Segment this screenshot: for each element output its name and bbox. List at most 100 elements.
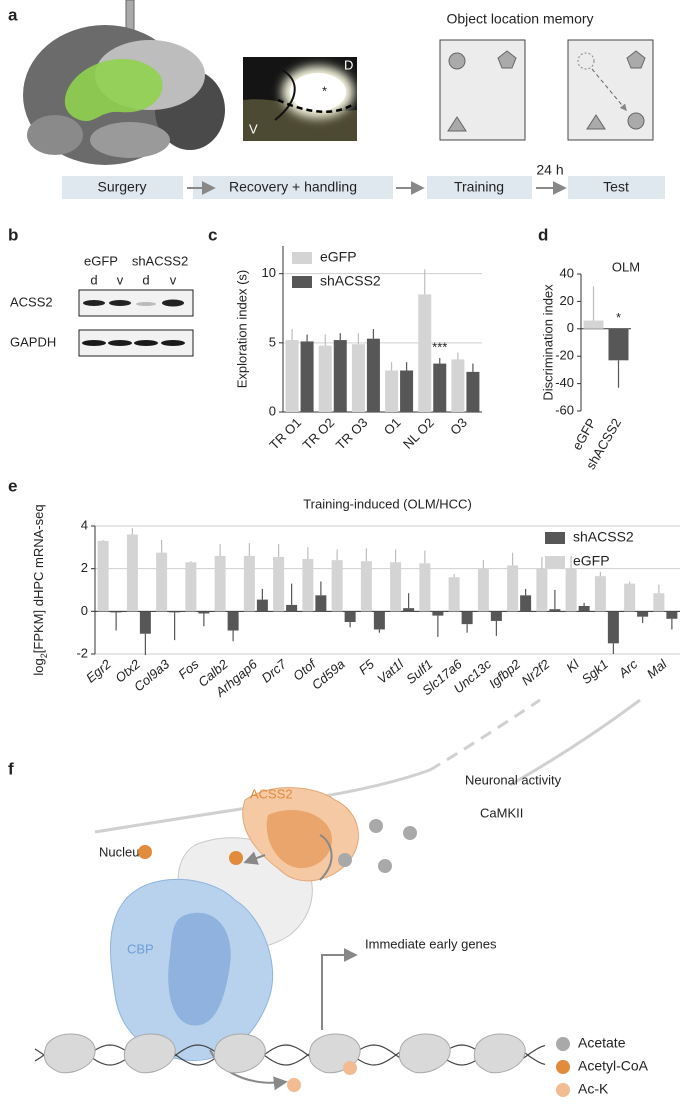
bar — [653, 593, 665, 612]
bar — [624, 583, 636, 612]
brain-region — [90, 122, 170, 158]
bar — [433, 363, 447, 412]
blot-band — [136, 302, 156, 306]
schematic-label: ACSS2 — [250, 786, 293, 801]
chart-title: Training-induced (OLM/HCC) — [303, 496, 472, 511]
bar — [97, 540, 109, 612]
workflow: Surgery Recovery + handling Training Tes… — [62, 162, 665, 199]
bar — [608, 328, 629, 361]
legend-label: eGFP — [320, 249, 357, 265]
y-tick-label: 40 — [560, 265, 574, 280]
legend-label: Acetyl-CoA — [578, 1058, 649, 1074]
image-glow-core — [290, 73, 346, 111]
blot-band — [82, 340, 106, 346]
molecule — [343, 1061, 357, 1075]
bar — [169, 611, 181, 613]
schematic-label: Nucleus — [99, 844, 146, 859]
legend-label: eGFP — [573, 553, 610, 569]
legend-marker — [556, 1037, 570, 1051]
lane-label: d — [142, 272, 149, 287]
group-label: eGFP — [84, 253, 118, 268]
workflow-step: Surgery — [97, 179, 146, 195]
bar-chart: Training-induced (OLM/HCC)log2[FPKM] dHP… — [31, 496, 680, 700]
image-tissue — [243, 99, 357, 141]
bar — [549, 609, 561, 612]
arena-training — [439, 39, 526, 141]
bar — [185, 562, 197, 612]
interval-label: 24 h — [536, 162, 563, 178]
bar — [578, 606, 590, 612]
y-tick-label: 2 — [81, 560, 88, 575]
blot-row-label: GAPDH — [10, 334, 56, 349]
legend-marker — [556, 1060, 570, 1074]
fluorescence-image: D V * — [243, 57, 357, 141]
x-tick-label: TR O2 — [300, 415, 338, 453]
blot-band — [162, 299, 184, 307]
workflow-box — [427, 176, 532, 199]
lane-label: v — [170, 272, 177, 287]
mechanism-schematic: Neuronal activity CaMKII Nucleus ACSS2 C… — [34, 698, 649, 1097]
legend-label: shACSS2 — [320, 273, 381, 289]
bar — [331, 560, 343, 612]
y-axis-label: Discrimination index — [540, 284, 555, 401]
object-old-position — [577, 52, 595, 70]
dna-strand — [34, 1044, 546, 1066]
legend-swatch — [292, 252, 312, 264]
panel-label: b — [8, 225, 18, 244]
y-tick-label: 0 — [567, 320, 574, 335]
bar — [637, 611, 649, 617]
x-tick-label: Sgk1 — [579, 656, 611, 687]
legend-label: Acetate — [578, 1035, 626, 1051]
image-edge — [274, 69, 296, 121]
bar — [461, 611, 473, 625]
blot-band — [109, 300, 131, 306]
x-tick-label: O1 — [381, 415, 404, 438]
workflow-box — [568, 176, 665, 199]
nucleosome — [398, 1033, 451, 1074]
brain-region — [27, 115, 83, 155]
y-tick-label: -60 — [555, 402, 574, 417]
panel-label: d — [538, 225, 548, 244]
workflow-step: Training — [454, 179, 504, 195]
bar — [333, 340, 347, 412]
bar — [477, 568, 489, 612]
workflow-box — [193, 176, 393, 199]
object-circle — [448, 52, 466, 70]
panel-label: a — [8, 5, 18, 24]
nuclear-membrane-gap — [429, 698, 541, 772]
object-pentagon — [497, 50, 517, 69]
blot-band — [134, 340, 158, 346]
y-tick-label: 5 — [269, 334, 276, 349]
bar — [490, 611, 502, 621]
panel-label: f — [8, 759, 14, 778]
nucleosome — [43, 1033, 96, 1074]
x-tick-label: NL O2 — [400, 415, 437, 452]
bar — [286, 604, 298, 612]
bar — [227, 611, 239, 631]
molecule — [287, 1078, 301, 1092]
y-tick-label: 4 — [81, 517, 88, 532]
schematic-label: CBP — [127, 941, 154, 956]
bar — [273, 556, 285, 612]
lane-label: d — [90, 272, 97, 287]
x-tick-label: Arc — [615, 656, 641, 681]
x-tick-label: Igfbp2 — [486, 656, 524, 691]
bar — [403, 608, 415, 612]
workflow-box — [62, 176, 183, 199]
blot-row-label: ACSS2 — [10, 294, 53, 309]
bar — [256, 599, 268, 612]
brain-illustration — [23, 0, 225, 165]
bar — [451, 359, 465, 412]
bar — [418, 294, 432, 412]
cbp-core — [168, 912, 231, 1026]
molecule — [378, 859, 392, 873]
arrow — [243, 851, 266, 865]
molecule — [138, 845, 152, 859]
y-tick-label: -20 — [555, 348, 574, 363]
bar — [594, 576, 606, 612]
y-tick-label: 0 — [269, 403, 276, 418]
bar — [565, 568, 577, 612]
arrow — [321, 948, 358, 1030]
